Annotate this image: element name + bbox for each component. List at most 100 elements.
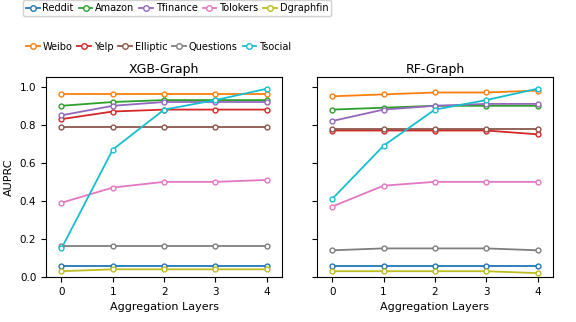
Amazon [109,100,116,104]
Legend: Weibo, Yelp, Elliptic, Questions, Tsocial: Weibo, Yelp, Elliptic, Questions, Tsocia… [23,39,294,54]
Weibo [212,92,219,96]
X-axis label: Aggregation Layers: Aggregation Layers [109,302,219,312]
Tsocial [329,197,336,201]
Line: Tolokers: Tolokers [330,179,540,209]
Line: Tsocial: Tsocial [330,86,540,201]
Line: Reddit: Reddit [330,263,540,268]
Dgraphfin [329,269,336,273]
Amazon [380,106,387,109]
Weibo [483,90,490,94]
Reddit [483,264,490,268]
Tsocial [161,108,168,111]
Amazon [212,98,219,102]
Amazon [329,108,336,111]
Yelp [534,132,541,136]
Yelp [109,109,116,113]
Amazon [431,104,438,108]
Dgraphfin [431,269,438,273]
Reddit [329,264,336,268]
Elliptic [109,125,116,129]
Line: Weibo: Weibo [59,92,269,97]
Yelp [380,128,387,132]
Amazon [534,104,541,108]
Title: RF-Graph: RF-Graph [406,63,464,76]
Weibo [263,92,270,96]
Line: Yelp: Yelp [59,107,269,121]
Questions [263,245,270,249]
Reddit [431,264,438,268]
Yelp [431,128,438,132]
Tfinance [212,100,219,104]
Elliptic [380,127,387,130]
Yelp [212,108,219,111]
Weibo [329,94,336,98]
Yelp [329,128,336,132]
Questions [109,245,116,249]
Reddit [109,264,116,268]
Yelp [58,117,65,121]
Tsocial [483,98,490,102]
Dgraphfin [483,269,490,273]
Tolokers [212,180,219,184]
Line: Weibo: Weibo [330,88,540,99]
Tfinance [329,119,336,123]
Yelp [161,108,168,111]
Amazon [483,104,490,108]
Line: Tolokers: Tolokers [59,177,269,205]
Legend: Reddit, Amazon, Tfinance, Tolokers, Dgraphfin: Reddit, Amazon, Tfinance, Tolokers, Dgra… [23,0,331,16]
Elliptic [431,127,438,130]
Tfinance [483,102,490,106]
Yelp [263,108,270,111]
Questions [212,245,219,249]
Line: Yelp: Yelp [330,128,540,137]
Line: Questions: Questions [330,246,540,253]
Questions [431,246,438,250]
Elliptic [161,125,168,129]
Title: XGB-Graph: XGB-Graph [129,63,199,76]
Tsocial [58,246,65,250]
Tfinance [161,100,168,104]
Reddit [263,264,270,268]
Line: Dgraphfin: Dgraphfin [59,267,269,274]
Reddit [380,264,387,268]
Tfinance [534,102,541,106]
Dgraphfin [380,269,387,273]
Dgraphfin [534,271,541,275]
Line: Elliptic: Elliptic [59,124,269,129]
Tfinance [58,113,65,117]
Tsocial [380,144,387,148]
Elliptic [534,127,541,130]
Yelp [483,128,490,132]
Amazon [161,98,168,102]
Tfinance [380,108,387,111]
Questions [483,246,490,250]
Elliptic [329,127,336,130]
Tolokers [263,178,270,182]
Questions [58,245,65,249]
Questions [534,248,541,252]
Line: Tfinance: Tfinance [59,99,269,118]
Line: Amazon: Amazon [59,98,269,108]
Dgraphfin [161,267,168,271]
Amazon [263,98,270,102]
Line: Tsocial: Tsocial [59,86,269,251]
Tolokers [329,205,336,209]
Weibo [161,92,168,96]
Tfinance [109,104,116,108]
Tolokers [483,180,490,184]
Questions [161,245,168,249]
Amazon [58,104,65,108]
Tsocial [109,147,116,151]
Tolokers [534,180,541,184]
Tfinance [431,104,438,108]
Elliptic [212,125,219,129]
Line: Questions: Questions [59,244,269,249]
Weibo [534,89,541,92]
Tolokers [109,185,116,189]
Weibo [58,92,65,96]
Dgraphfin [109,267,116,271]
Weibo [109,92,116,96]
Line: Elliptic: Elliptic [330,126,540,131]
Reddit [161,264,168,268]
Dgraphfin [212,267,219,271]
